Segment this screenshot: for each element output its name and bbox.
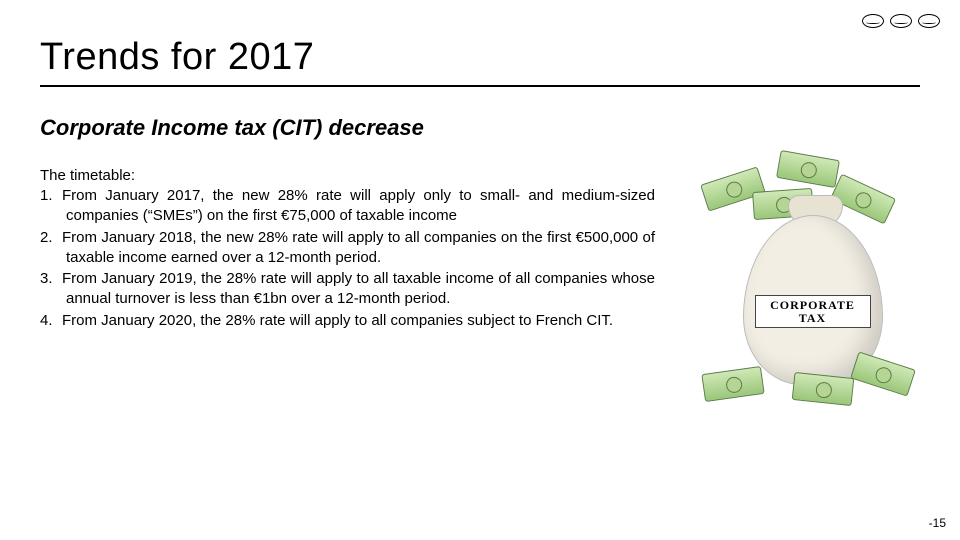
cash-icon [701, 366, 764, 402]
list-item: 4.From January 2020, the 28% rate will a… [40, 311, 655, 331]
page-number: -15 [929, 516, 946, 530]
timetable-list: 1.From January 2017, the new 28% rate wi… [40, 186, 655, 331]
content-row: Corporate Income tax (CIT) decrease The … [40, 115, 920, 395]
cash-icon [850, 351, 916, 396]
corporate-tax-illustration: CORPORATE TAX [683, 135, 913, 395]
list-item-text: From January 2018, the new 28% rate will… [62, 229, 655, 266]
list-item-text: From January 2020, the 28% rate will app… [62, 312, 613, 329]
dot-icon [890, 14, 912, 28]
list-item-text: From January 2017, the new 28% rate will… [62, 187, 655, 224]
image-column: CORPORATE TAX [675, 115, 920, 395]
list-item: 3.From January 2019, the 28% rate will a… [40, 269, 655, 310]
bag-label: CORPORATE TAX [755, 295, 871, 328]
list-item: 1.From January 2017, the new 28% rate wi… [40, 186, 655, 227]
bag-label-line2: TAX [799, 311, 826, 325]
dot-icon [918, 14, 940, 28]
lead-text: The timetable: [40, 167, 655, 184]
list-item-text: From January 2019, the 28% rate will app… [62, 270, 655, 307]
slide: Trends for 2017 Corporate Income tax (CI… [0, 0, 960, 540]
dot-icon [862, 14, 884, 28]
list-item: 2.From January 2018, the new 28% rate wi… [40, 228, 655, 269]
cash-icon [791, 372, 854, 406]
title-container: Trends for 2017 [40, 36, 920, 87]
page-title: Trends for 2017 [40, 36, 920, 79]
cash-icon [776, 150, 840, 188]
text-column: Corporate Income tax (CIT) decrease The … [40, 115, 655, 395]
decorative-dots [862, 14, 940, 28]
subtitle: Corporate Income tax (CIT) decrease [40, 115, 655, 141]
